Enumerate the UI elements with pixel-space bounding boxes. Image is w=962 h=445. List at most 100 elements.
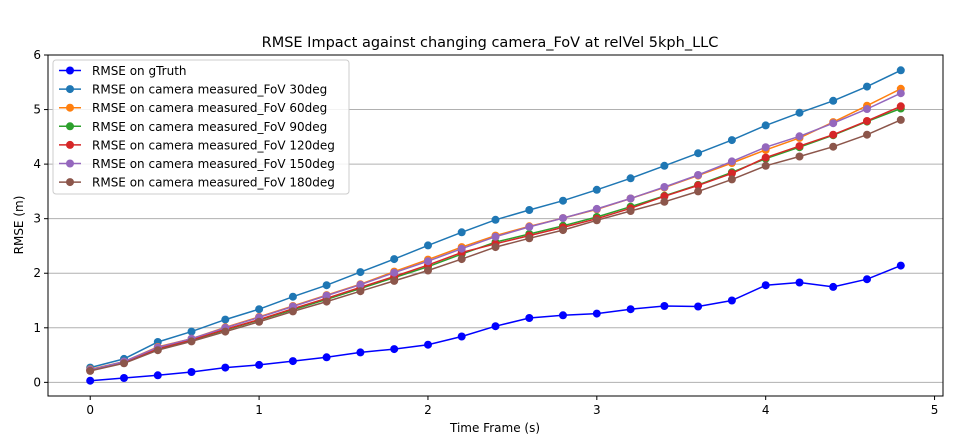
series-5-point-9 <box>390 268 399 277</box>
legend-entry-2: RMSE on camera measured_FoV 60deg <box>59 101 327 115</box>
series-6-point-20 <box>761 161 770 170</box>
series-6-point-5 <box>255 317 264 326</box>
series-5-point-24 <box>896 89 905 98</box>
legend-label-2: RMSE on camera measured_FoV 60deg <box>92 101 327 115</box>
series-6-point-18 <box>694 187 703 196</box>
series-6-point-9 <box>390 276 399 285</box>
series-1-point-9 <box>390 255 399 264</box>
series-1-point-20 <box>761 121 770 130</box>
series-6-point-4 <box>221 327 230 336</box>
y-tick-label-5: 5 <box>33 103 41 117</box>
y-tick-label-2: 2 <box>33 266 41 280</box>
series-6-point-16 <box>626 207 635 215</box>
series-0-point-3 <box>187 368 196 376</box>
series-1-point-5 <box>255 305 264 314</box>
series-6-point-0 <box>86 366 95 375</box>
series-0-point-4 <box>221 363 230 372</box>
series-5-point-13 <box>525 222 534 231</box>
series-0-point-5 <box>255 360 264 369</box>
series-4-point-22 <box>829 130 838 139</box>
series-6 <box>86 115 905 375</box>
x-axis-label: Time Frame (s) <box>449 421 540 435</box>
x-tick-label-0: 0 <box>86 403 94 417</box>
y-tick-label-1: 1 <box>33 321 41 335</box>
series-4-point-23 <box>863 117 871 125</box>
legend-swatch-marker-3 <box>66 122 74 131</box>
series-1-point-14 <box>559 196 567 205</box>
series-5-point-8 <box>356 280 365 289</box>
series-4-point-17 <box>660 192 669 201</box>
series-5-point-12 <box>491 232 500 241</box>
series-1-point-6 <box>288 292 297 301</box>
x-tick-label-3: 3 <box>593 403 601 417</box>
series-1-point-3 <box>187 327 196 336</box>
legend-entry-3: RMSE on camera measured_FoV 90deg <box>59 120 327 134</box>
chart-title: RMSE Impact against changing camera_FoV … <box>262 35 719 51</box>
series-6-point-17 <box>660 197 669 206</box>
legend-entry-0: RMSE on gTruth <box>59 64 187 78</box>
series-1-point-21 <box>795 108 804 117</box>
series-5-point-15 <box>592 204 601 213</box>
legend-label-3: RMSE on camera measured_FoV 90deg <box>92 120 327 134</box>
series-6-point-7 <box>322 297 331 306</box>
series-1-point-13 <box>525 206 534 214</box>
series-0-point-18 <box>694 302 703 311</box>
series-6-point-15 <box>592 216 601 225</box>
legend-swatch-marker-2 <box>66 103 74 112</box>
legend-label-5: RMSE on camera measured_FoV 150deg <box>92 157 335 171</box>
series-0-point-10 <box>424 340 432 349</box>
series-6-point-23 <box>863 130 871 139</box>
series-5-point-11 <box>457 244 466 253</box>
series-1-point-12 <box>491 215 500 224</box>
series-5-point-16 <box>626 194 635 203</box>
x-tick-label-2: 2 <box>424 403 432 417</box>
y-tick-label-4: 4 <box>33 157 41 171</box>
series-0-point-24 <box>896 261 905 270</box>
series-6-point-21 <box>795 152 804 161</box>
series-1-point-16 <box>626 174 635 183</box>
series-5-point-7 <box>322 291 331 300</box>
series-6-point-2 <box>153 346 162 355</box>
ticks-layer: 0 1 2 3 4 5 6 0 1 2 3 4 5 <box>33 48 938 417</box>
series-0-point-14 <box>559 311 567 320</box>
y-tick-label-3: 3 <box>33 212 41 226</box>
series-6-point-10 <box>424 266 432 275</box>
series-4-point-20 <box>761 153 770 162</box>
plot-frame <box>47 54 944 397</box>
series-5-point-14 <box>559 214 567 223</box>
series-0-point-9 <box>390 345 399 354</box>
series-0-point-12 <box>491 322 500 331</box>
series-4-point-21 <box>795 142 804 151</box>
legend-entry-5: RMSE on camera measured_FoV 150deg <box>59 157 335 171</box>
series-6-point-11 <box>457 255 466 264</box>
series-0-point-6 <box>288 357 297 366</box>
series-0-point-20 <box>761 281 770 290</box>
series-1-point-23 <box>863 82 871 91</box>
y-axis-label: RMSE (m) <box>12 196 26 255</box>
series-6-point-12 <box>491 243 500 252</box>
y-tick-label-6: 6 <box>33 48 41 62</box>
x-tick-label-1: 1 <box>255 403 263 417</box>
series-6-point-6 <box>288 307 297 316</box>
series-1-point-18 <box>694 149 703 158</box>
series-0-point-23 <box>863 275 871 284</box>
series-5-point-23 <box>863 105 871 113</box>
series-5-point-19 <box>727 157 736 166</box>
series-0-point-15 <box>592 309 601 318</box>
series-4-point-18 <box>694 181 703 190</box>
series-1-point-10 <box>424 241 432 250</box>
series-5-point-20 <box>761 143 770 152</box>
series-6-point-8 <box>356 287 365 296</box>
legend-swatch-marker-6 <box>66 178 74 187</box>
y-tick-label-0: 0 <box>33 375 41 389</box>
x-tick-label-5: 5 <box>931 403 939 417</box>
series-6-point-22 <box>829 142 838 151</box>
legend-label-6: RMSE on camera measured_FoV 180deg <box>92 176 335 190</box>
series-0-point-19 <box>727 296 736 305</box>
series-5-point-22 <box>829 119 838 128</box>
series-0-point-13 <box>525 314 534 322</box>
series-0-point-1 <box>120 374 128 382</box>
series-0-point-2 <box>153 371 162 380</box>
series-5-point-10 <box>424 257 432 266</box>
series-0-point-11 <box>457 332 466 341</box>
